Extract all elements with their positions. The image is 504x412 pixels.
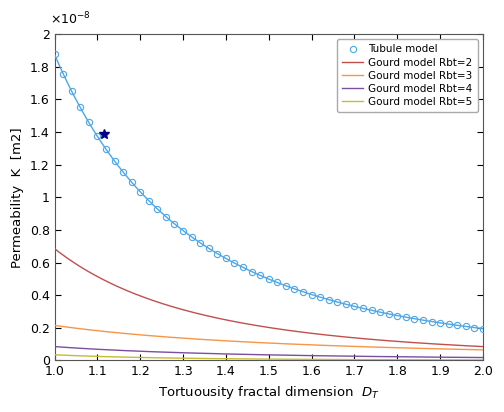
Gourd model Rbt=4 [480,355,486,360]
Gourd model Rbt=2 [283,328,289,332]
Gourd model Rbt=4 [470,355,476,360]
Gourd model Rbt=4 [258,352,264,357]
Tubule model [180,228,186,233]
Gourd model Rbt=4 [51,344,57,349]
Gourd model Rbt=5 [306,357,312,362]
Legend: Tubule model, Gourd model Rbt=2, Gourd model Rbt=3, Gourd model Rbt=4, Gourd mod: Tubule model, Gourd model Rbt=2, Gourd m… [337,39,478,112]
Gourd model Rbt=2 [403,339,409,344]
X-axis label: Tortuousity fractal dimension  $D_T$: Tortuousity fractal dimension $D_T$ [158,384,380,401]
Gourd model Rbt=3 [470,347,476,352]
Gourd model Rbt=5 [283,357,289,362]
Line: Gourd model Rbt=4: Gourd model Rbt=4 [54,346,483,358]
Tubule model [188,234,195,239]
Gourd model Rbt=5 [480,358,486,363]
Tubule model [471,325,477,330]
Gourd model Rbt=3 [51,323,57,328]
Gourd model Rbt=4 [403,354,409,359]
Gourd model Rbt=3 [255,340,261,345]
Gourd model Rbt=4 [255,352,261,357]
Gourd model Rbt=5 [51,352,57,357]
Tubule model [146,198,152,203]
Gourd model Rbt=5 [258,356,264,361]
Gourd model Rbt=3 [258,340,264,345]
Gourd model Rbt=3 [283,342,289,346]
Gourd model Rbt=2 [255,323,261,328]
Text: $\times 10^{-8}$: $\times 10^{-8}$ [50,11,91,28]
Tubule model [334,300,340,304]
Gourd model Rbt=2 [51,246,57,251]
Tubule model [51,52,57,57]
Gourd model Rbt=3 [480,347,486,352]
Gourd model Rbt=2 [258,324,264,329]
Gourd model Rbt=2 [306,330,312,335]
Gourd model Rbt=5 [255,356,261,361]
Tubule model [480,326,486,331]
Gourd model Rbt=4 [283,353,289,358]
Gourd model Rbt=4 [306,353,312,358]
Line: Tubule model: Tubule model [51,52,486,332]
Gourd model Rbt=5 [470,358,476,363]
Line: Gourd model Rbt=5: Gourd model Rbt=5 [54,355,483,360]
Y-axis label: Permeability  K  [m2]: Permeability K [m2] [11,127,24,267]
Gourd model Rbt=3 [306,342,312,347]
Gourd model Rbt=2 [480,344,486,349]
Line: Gourd model Rbt=3: Gourd model Rbt=3 [54,325,483,350]
Gourd model Rbt=5 [403,357,409,362]
Line: Gourd model Rbt=2: Gourd model Rbt=2 [54,249,483,346]
Gourd model Rbt=3 [403,346,409,351]
Tubule model [360,306,366,311]
Gourd model Rbt=2 [470,344,476,349]
